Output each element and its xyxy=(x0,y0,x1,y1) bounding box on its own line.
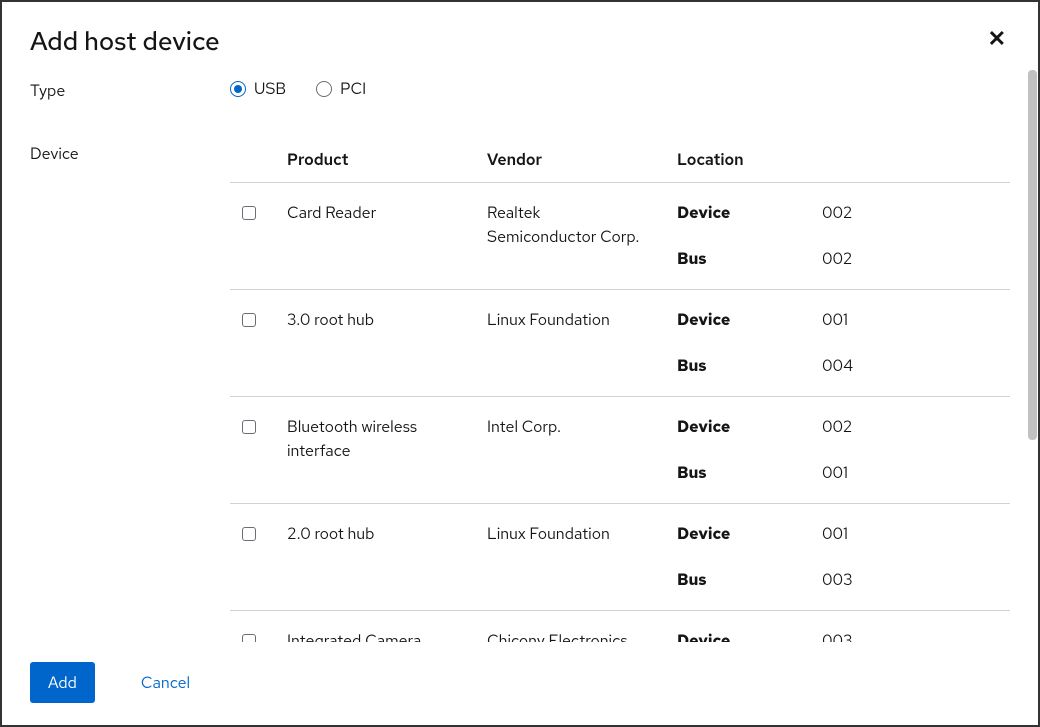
vendor-cell: Realtek Semiconductor Corp. xyxy=(475,183,665,290)
table-row: Integrated Camera (1280x720@30)Chicony E… xyxy=(230,611,1010,643)
dialog-title: Add host device xyxy=(30,24,220,58)
radio-label: USB xyxy=(254,78,286,99)
location-cell: Device001Bus003 xyxy=(665,504,1010,611)
location-bus-label: Bus xyxy=(677,354,822,378)
table-row: Bluetooth wireless interfaceIntel Corp.D… xyxy=(230,397,1010,504)
type-content: USB PCI xyxy=(230,78,1010,99)
product-cell: Bluetooth wireless interface xyxy=(275,397,475,504)
location-device-value: 001 xyxy=(822,308,998,332)
location-device-label: Device xyxy=(677,201,822,225)
checkbox-cell xyxy=(230,290,275,397)
table-row: Card ReaderRealtek Semiconductor Corp.De… xyxy=(230,183,1010,290)
type-label: Type xyxy=(30,78,230,101)
device-content: Product Vendor Location Card ReaderRealt… xyxy=(230,141,1010,642)
cancel-button[interactable]: Cancel xyxy=(115,662,208,703)
row-checkbox[interactable] xyxy=(242,313,256,327)
location-bus-label: Bus xyxy=(677,568,822,592)
location-bus-value: 004 xyxy=(822,354,998,378)
vendor-cell: Linux Foundation xyxy=(475,290,665,397)
location-bus-label: Bus xyxy=(677,461,822,485)
table-row: 3.0 root hubLinux FoundationDevice001Bus… xyxy=(230,290,1010,397)
location-header: Location xyxy=(665,141,1010,183)
radio-circle-icon xyxy=(316,81,332,97)
product-cell: 2.0 root hub xyxy=(275,504,475,611)
location-cell: Device002Bus002 xyxy=(665,183,1010,290)
location-device-label: Device xyxy=(677,308,822,332)
location-device-value: 002 xyxy=(822,201,998,225)
device-row: Device Product Vendor Location Card Read… xyxy=(30,111,1010,642)
vendor-cell: Linux Foundation xyxy=(475,504,665,611)
checkbox-cell xyxy=(230,183,275,290)
dialog-body: Type USB PCI Device Product Vendor Locati… xyxy=(2,68,1038,642)
dialog-footer: Add Cancel xyxy=(2,642,1038,725)
table-header-row: Product Vendor Location xyxy=(230,141,1010,183)
row-checkbox[interactable] xyxy=(242,206,256,220)
radio-label: PCI xyxy=(340,78,366,99)
device-table: Product Vendor Location Card ReaderRealt… xyxy=(230,141,1010,642)
location-bus-label: Bus xyxy=(677,247,822,271)
location-cell: Device001Bus004 xyxy=(665,290,1010,397)
product-cell: 3.0 root hub xyxy=(275,290,475,397)
product-cell: Integrated Camera (1280x720@30) xyxy=(275,611,475,643)
close-icon[interactable]: ✕ xyxy=(984,24,1010,54)
row-checkbox[interactable] xyxy=(242,527,256,541)
vendor-cell: Chicony Electronics Co., Ltd xyxy=(475,611,665,643)
row-checkbox[interactable] xyxy=(242,634,256,642)
product-header: Product xyxy=(275,141,475,183)
add-button[interactable]: Add xyxy=(30,662,95,703)
location-device-value: 003 xyxy=(822,629,998,642)
checkbox-cell xyxy=(230,397,275,504)
add-host-device-dialog: Add host device ✕ Type USB PCI Device Pro… xyxy=(0,0,1040,727)
dialog-header: Add host device ✕ xyxy=(2,2,1038,68)
checkbox-header xyxy=(230,141,275,183)
location-device-value: 001 xyxy=(822,522,998,546)
location-device-label: Device xyxy=(677,415,822,439)
product-cell: Card Reader xyxy=(275,183,475,290)
vendor-header: Vendor xyxy=(475,141,665,183)
scrollbar[interactable] xyxy=(1028,70,1037,440)
checkbox-cell xyxy=(230,611,275,643)
vendor-cell: Intel Corp. xyxy=(475,397,665,504)
location-cell: Device002Bus001 xyxy=(665,397,1010,504)
location-bus-value: 001 xyxy=(822,461,998,485)
table-row: 2.0 root hubLinux FoundationDevice001Bus… xyxy=(230,504,1010,611)
location-device-label: Device xyxy=(677,629,822,642)
location-device-value: 002 xyxy=(822,415,998,439)
radio-option-usb[interactable]: USB xyxy=(230,78,286,99)
location-device-label: Device xyxy=(677,522,822,546)
type-radio-group: USB PCI xyxy=(230,78,1010,99)
location-cell: Device003 xyxy=(665,611,1010,643)
checkbox-cell xyxy=(230,504,275,611)
type-row: Type USB PCI xyxy=(30,68,1010,111)
location-bus-value: 002 xyxy=(822,247,998,271)
row-checkbox[interactable] xyxy=(242,420,256,434)
device-label: Device xyxy=(30,141,230,164)
radio-circle-icon xyxy=(230,81,246,97)
location-bus-value: 003 xyxy=(822,568,998,592)
radio-option-pci[interactable]: PCI xyxy=(316,78,366,99)
